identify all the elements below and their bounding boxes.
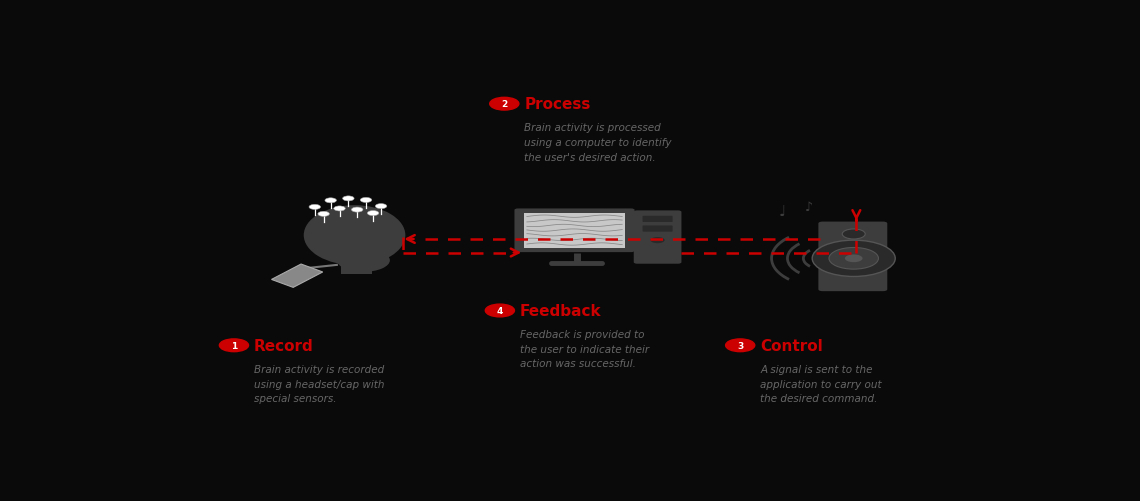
Text: ♩: ♩ bbox=[779, 204, 785, 219]
Text: using a computer to identify: using a computer to identify bbox=[524, 138, 671, 148]
Circle shape bbox=[351, 208, 363, 213]
Text: the user's desired action.: the user's desired action. bbox=[524, 152, 655, 162]
Text: Feedback is provided to: Feedback is provided to bbox=[520, 329, 644, 339]
Text: Process: Process bbox=[524, 97, 591, 112]
Text: Feedback: Feedback bbox=[520, 304, 602, 318]
Ellipse shape bbox=[303, 206, 406, 266]
Text: Control: Control bbox=[760, 338, 823, 353]
Circle shape bbox=[343, 196, 355, 201]
Text: 3: 3 bbox=[738, 341, 743, 350]
FancyBboxPatch shape bbox=[341, 256, 372, 274]
FancyBboxPatch shape bbox=[634, 211, 682, 264]
Circle shape bbox=[367, 211, 378, 216]
FancyBboxPatch shape bbox=[514, 209, 635, 253]
Circle shape bbox=[486, 305, 514, 317]
Circle shape bbox=[829, 248, 879, 270]
Circle shape bbox=[842, 229, 865, 239]
Circle shape bbox=[334, 206, 345, 211]
Text: application to carry out: application to carry out bbox=[760, 379, 881, 389]
Circle shape bbox=[812, 240, 895, 277]
Circle shape bbox=[490, 98, 519, 111]
Ellipse shape bbox=[337, 249, 390, 273]
Text: 1: 1 bbox=[230, 341, 237, 350]
Text: the user to indicate their: the user to indicate their bbox=[520, 344, 649, 354]
Text: Brain activity is processed: Brain activity is processed bbox=[524, 123, 661, 133]
Circle shape bbox=[651, 237, 665, 244]
Text: 2: 2 bbox=[502, 100, 507, 109]
Text: using a headset/cap with: using a headset/cap with bbox=[254, 379, 384, 389]
Text: action was successful.: action was successful. bbox=[520, 359, 636, 369]
Text: Record: Record bbox=[254, 338, 314, 353]
Text: Brain activity is recorded: Brain activity is recorded bbox=[254, 364, 384, 374]
Circle shape bbox=[360, 198, 372, 203]
Circle shape bbox=[309, 205, 320, 210]
Text: 4: 4 bbox=[497, 307, 503, 315]
Polygon shape bbox=[271, 265, 323, 288]
Circle shape bbox=[325, 198, 336, 203]
Circle shape bbox=[725, 339, 755, 352]
FancyBboxPatch shape bbox=[524, 213, 625, 248]
Circle shape bbox=[219, 339, 249, 352]
Text: special sensors.: special sensors. bbox=[254, 393, 336, 403]
FancyBboxPatch shape bbox=[643, 216, 673, 222]
Text: A signal is sent to the: A signal is sent to the bbox=[760, 364, 872, 374]
FancyBboxPatch shape bbox=[819, 222, 887, 292]
Circle shape bbox=[318, 212, 329, 217]
FancyBboxPatch shape bbox=[643, 226, 673, 232]
Circle shape bbox=[845, 255, 863, 263]
Text: the desired command.: the desired command. bbox=[760, 393, 878, 403]
Circle shape bbox=[375, 204, 386, 209]
Text: ♪: ♪ bbox=[805, 200, 813, 213]
